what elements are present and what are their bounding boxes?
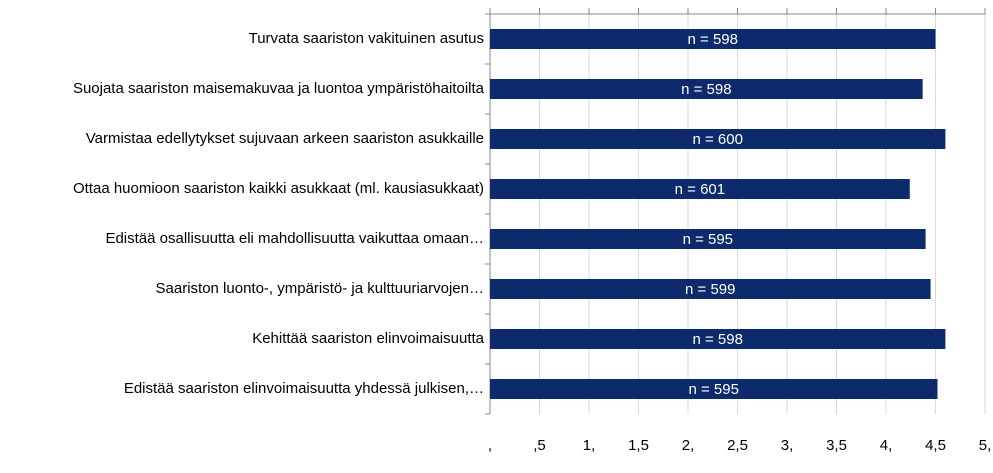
bar-annotation: n = 598	[692, 331, 742, 348]
x-tick-label: 5,	[979, 437, 992, 454]
y-tick-label: Kehittää saariston elinvoimaisuutta	[252, 330, 484, 347]
y-tick-label: Varmistaa edellytykset sujuvaan arkeen s…	[86, 130, 484, 147]
bar-annotation: n = 601	[675, 181, 725, 198]
x-tick-label: ,5	[533, 437, 546, 454]
bar-annotation: n = 599	[685, 281, 735, 298]
bar-annotation: n = 598	[688, 31, 738, 48]
x-tick-label: 1,5	[628, 437, 649, 454]
bar	[490, 129, 946, 149]
bar	[490, 379, 938, 399]
bar-annotation: n = 600	[692, 131, 742, 148]
y-tick-label: Saariston luonto-, ympäristö- ja kulttuu…	[156, 280, 484, 297]
y-tick-label: Edistää osallisuutta eli mahdollisuutta …	[105, 230, 484, 247]
bar	[490, 29, 936, 49]
bar	[490, 79, 923, 99]
x-tick-label: 3,	[781, 437, 794, 454]
y-tick-label: Turvata saariston vakituinen asutus	[249, 30, 484, 47]
x-tick-label: 4,5	[925, 437, 946, 454]
bar	[490, 179, 910, 199]
x-tick-label: 1,	[583, 437, 596, 454]
y-tick-label: Ottaa huomioon saariston kaikki asukkaat…	[73, 180, 484, 197]
bar	[490, 279, 931, 299]
bar	[490, 329, 946, 349]
x-tick-label: 4,	[880, 437, 893, 454]
bar-annotation: n = 595	[689, 381, 739, 398]
x-tick-label: 3,5	[826, 437, 847, 454]
y-tick-label: Edistää saariston elinvoimaisuutta yhdes…	[124, 380, 484, 397]
x-tick-label: 2,5	[727, 437, 748, 454]
bar-annotation: n = 595	[683, 231, 733, 248]
bar-annotation: n = 598	[681, 81, 731, 98]
x-tick-label: ,	[488, 437, 492, 454]
x-tick-label: 2,	[682, 437, 695, 454]
y-tick-label: Suojata saariston maisemakuvaa ja luonto…	[73, 80, 485, 97]
bar	[490, 229, 926, 249]
